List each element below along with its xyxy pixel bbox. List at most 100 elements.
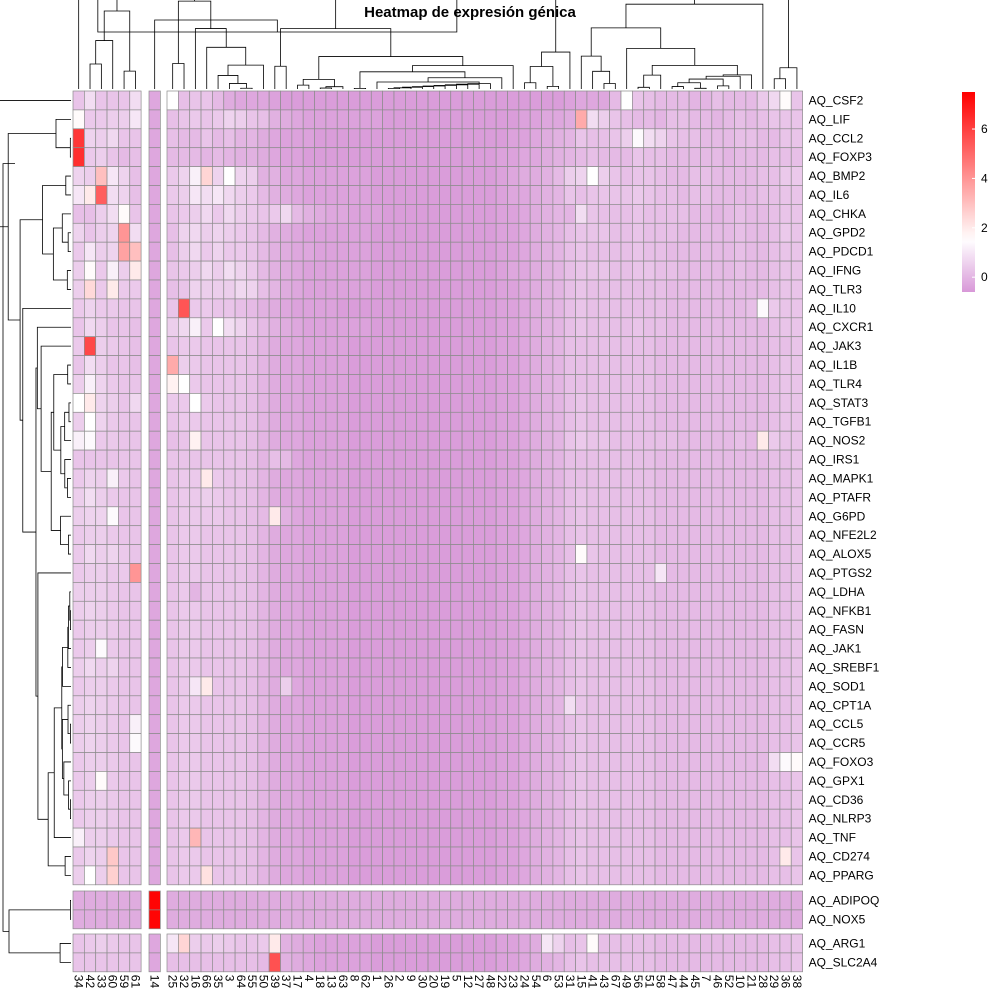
heatmap-cell <box>189 752 202 772</box>
heatmap-cell <box>734 487 747 508</box>
heatmap-cell <box>314 752 327 772</box>
heatmap-cell <box>734 393 747 413</box>
heatmap-cell <box>246 260 259 281</box>
column-label: 67 <box>608 975 622 989</box>
heatmap-cell <box>586 563 599 583</box>
row-label: AQ_MAPK1 <box>809 471 874 485</box>
heatmap-cell <box>711 468 724 489</box>
heatmap-cell <box>688 657 701 678</box>
heatmap-cell <box>118 619 131 640</box>
heatmap-cell <box>756 487 769 508</box>
heatmap-cell <box>518 449 531 470</box>
heatmap-cell <box>575 298 588 319</box>
heatmap-cell <box>106 204 119 224</box>
heatmap-cell <box>72 695 85 716</box>
heatmap-cell <box>473 128 486 149</box>
heatmap-cell <box>72 487 85 508</box>
heatmap-cell <box>212 789 225 810</box>
heatmap-cell <box>212 657 225 678</box>
heatmap-cell <box>416 808 429 829</box>
heatmap-cell <box>654 846 667 867</box>
heatmap-cell <box>563 714 576 734</box>
heatmap-cell <box>541 487 554 508</box>
heatmap-cell <box>495 890 508 911</box>
heatmap-cell <box>450 468 463 489</box>
heatmap-cell <box>541 600 554 621</box>
heatmap-cell <box>745 619 758 640</box>
heatmap-cell <box>148 336 161 356</box>
heatmap-cell <box>700 714 713 734</box>
heatmap-cell <box>666 676 679 697</box>
heatmap-cell <box>700 449 713 470</box>
heatmap-cell <box>189 317 202 338</box>
heatmap-cell <box>586 771 599 791</box>
heatmap-cell <box>223 890 236 911</box>
heatmap-cell <box>529 355 542 375</box>
heatmap-cell <box>72 260 85 281</box>
heatmap-cell <box>95 185 108 205</box>
heatmap-cell <box>518 90 531 111</box>
heatmap-cell <box>768 147 781 167</box>
heatmap-cell <box>597 298 610 319</box>
heatmap-cell <box>779 393 792 413</box>
heatmap-cell <box>439 317 452 338</box>
heatmap-cell <box>439 933 452 954</box>
heatmap-cell <box>734 222 747 243</box>
heatmap-cell <box>393 695 406 716</box>
heatmap-cell <box>72 827 85 848</box>
heatmap-cell <box>734 374 747 394</box>
heatmap-cell <box>790 449 803 470</box>
row-label: AQ_ARG1 <box>809 937 866 951</box>
heatmap-cell <box>200 714 213 734</box>
heatmap-cell <box>507 789 520 810</box>
heatmap-cell <box>382 393 395 413</box>
heatmap-cell <box>439 298 452 319</box>
heatmap-cell <box>416 676 429 697</box>
heatmap-cell <box>631 752 645 772</box>
heatmap-cell <box>552 600 565 621</box>
heatmap-cell <box>95 374 108 394</box>
heatmap-cell <box>575 752 588 772</box>
heatmap-cell <box>302 582 315 602</box>
heatmap-cell <box>118 468 131 489</box>
heatmap-cell <box>450 374 463 394</box>
heatmap-cell <box>336 890 349 911</box>
heatmap-cell <box>189 714 202 734</box>
heatmap-cell <box>302 298 315 319</box>
heatmap-cell <box>597 317 610 338</box>
heatmap-cell <box>620 752 633 772</box>
heatmap-cell <box>200 393 213 413</box>
heatmap-cell <box>129 600 142 621</box>
heatmap-cell <box>257 147 270 167</box>
heatmap-cell <box>83 487 97 508</box>
heatmap-cell <box>189 846 202 867</box>
heatmap-cell <box>336 909 349 930</box>
heatmap-cell <box>450 695 463 716</box>
heatmap-cell <box>348 657 361 678</box>
heatmap-cell <box>336 109 349 130</box>
heatmap-cell <box>268 933 281 954</box>
heatmap-cell <box>779 657 792 678</box>
heatmap-cell <box>95 933 108 954</box>
heatmap-cell <box>677 544 690 564</box>
column-label: 29 <box>767 975 781 989</box>
heatmap-cell <box>439 657 452 678</box>
heatmap-cell <box>189 695 202 716</box>
heatmap-cell <box>370 600 383 621</box>
heatmap-cell <box>314 241 327 262</box>
heatmap-cell <box>711 733 724 753</box>
heatmap-cell <box>745 279 758 300</box>
heatmap-cell <box>200 563 213 583</box>
heatmap-cell <box>597 487 610 508</box>
heatmap-cell <box>325 657 338 678</box>
heatmap-cell <box>325 222 338 243</box>
heatmap-cell <box>484 789 497 810</box>
heatmap-cell <box>178 506 191 527</box>
heatmap-cell <box>189 933 202 954</box>
heatmap-cell <box>416 336 429 356</box>
heatmap-cell <box>620 185 633 205</box>
heatmap-cell <box>654 544 667 564</box>
heatmap-cell <box>541 525 554 545</box>
heatmap-cell <box>178 619 191 640</box>
heatmap-cell <box>234 506 247 527</box>
